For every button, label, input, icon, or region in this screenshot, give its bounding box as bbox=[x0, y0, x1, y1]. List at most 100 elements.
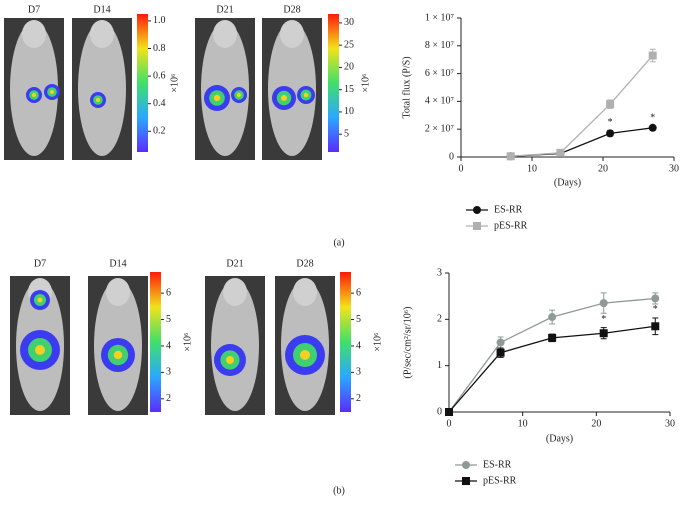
colorbar-tick-label: 5 bbox=[166, 314, 171, 325]
mouse-head bbox=[213, 20, 237, 48]
legend-label: ES-RR bbox=[494, 204, 523, 215]
y-axis-label: Total flux (P/S) bbox=[401, 56, 412, 118]
colorbar bbox=[150, 272, 161, 412]
image-label: D14 bbox=[93, 4, 110, 15]
x-axis-label: (Days) bbox=[546, 433, 573, 444]
colorbar-tick-label: 20 bbox=[344, 62, 354, 73]
colorbar-tick-label: 0.8 bbox=[153, 43, 166, 54]
x-tick-label: 0 bbox=[447, 418, 452, 429]
image-label: D28 bbox=[283, 4, 300, 15]
marker bbox=[651, 322, 660, 331]
colorbar-tick-label: 4 bbox=[356, 340, 361, 351]
marker bbox=[462, 461, 470, 469]
signal bbox=[303, 92, 309, 98]
y-tick-label: 2 × 10⁷ bbox=[425, 123, 455, 134]
colorbar-tick-label: 3 bbox=[356, 367, 361, 378]
colorbar-unit: ×10⁶ bbox=[372, 332, 383, 352]
colorbar-tick-label: 30 bbox=[344, 17, 354, 28]
signal bbox=[32, 93, 36, 97]
mouse-body bbox=[268, 22, 316, 156]
x-axis-label: (Days) bbox=[554, 177, 581, 188]
y-tick-label: 8 × 10⁷ bbox=[425, 40, 455, 51]
axis bbox=[460, 18, 674, 158]
y-tick-label: 0 bbox=[449, 151, 454, 162]
mouse-head bbox=[293, 278, 317, 306]
image-label: D7 bbox=[34, 258, 46, 269]
mouse-body bbox=[78, 22, 126, 156]
y-tick-label: 1 × 10⁷ bbox=[425, 12, 455, 23]
mouse-head bbox=[22, 20, 46, 48]
image-label: D21 bbox=[216, 4, 233, 15]
signal bbox=[96, 98, 100, 102]
colorbar-tick-label: 2 bbox=[166, 393, 171, 404]
colorbar-tick-label: 3 bbox=[166, 367, 171, 378]
marker bbox=[599, 299, 608, 308]
legend-label: ES-RR bbox=[483, 459, 512, 470]
marker bbox=[496, 348, 505, 357]
colorbar-tick-label: 25 bbox=[344, 39, 354, 50]
x-tick-label: 10 bbox=[527, 163, 537, 174]
panel-label: (a) bbox=[333, 237, 344, 248]
marker bbox=[506, 152, 515, 161]
series-line bbox=[510, 55, 654, 157]
marker bbox=[462, 477, 470, 485]
x-tick-label: 20 bbox=[591, 418, 601, 429]
colorbar-tick-label: 15 bbox=[344, 84, 354, 95]
image-label: D14 bbox=[109, 258, 126, 269]
y-tick-label: 6 × 10⁷ bbox=[425, 68, 455, 79]
colorbar bbox=[340, 272, 351, 412]
signal bbox=[113, 350, 123, 360]
signal bbox=[50, 90, 54, 94]
y-tick-label: 1 bbox=[437, 360, 442, 371]
colorbar-tick-label: 0.6 bbox=[153, 70, 166, 81]
x-tick-label: 10 bbox=[518, 418, 528, 429]
colorbar-tick-label: 4 bbox=[166, 340, 171, 351]
y-tick-label: 3 bbox=[437, 267, 442, 278]
signal bbox=[226, 356, 234, 364]
y-tick-label: 2 bbox=[437, 314, 442, 325]
colorbar-unit: ×10⁶ bbox=[182, 332, 193, 352]
colorbar bbox=[137, 14, 148, 152]
marker bbox=[473, 206, 481, 214]
signal bbox=[35, 345, 45, 355]
signal bbox=[281, 95, 287, 101]
marker bbox=[599, 329, 608, 338]
colorbar-tick-label: 5 bbox=[356, 314, 361, 325]
colorbar-unit: ×10⁶ bbox=[360, 73, 371, 93]
signal bbox=[37, 297, 43, 303]
marker bbox=[648, 123, 657, 132]
y-axis-label: (P/sec/cm²/sr/10⁶) bbox=[402, 306, 413, 378]
colorbar-tick-label: 0.4 bbox=[153, 98, 166, 109]
marker bbox=[606, 129, 615, 138]
colorbar-tick-label: 10 bbox=[344, 106, 354, 117]
marker bbox=[651, 294, 660, 303]
mouse-head bbox=[223, 278, 247, 306]
y-tick-label: 4 × 10⁷ bbox=[425, 96, 455, 107]
annotation: * bbox=[650, 113, 655, 124]
annotation: * bbox=[608, 117, 613, 128]
mouse-head bbox=[106, 278, 130, 306]
y-tick-label: 0 bbox=[437, 406, 442, 417]
x-tick-label: 30 bbox=[669, 163, 679, 174]
marker bbox=[548, 333, 557, 342]
x-tick-label: 20 bbox=[598, 163, 608, 174]
mouse-head bbox=[90, 20, 114, 48]
marker bbox=[606, 100, 615, 109]
colorbar-tick-label: 0.2 bbox=[153, 126, 166, 137]
signal bbox=[213, 94, 221, 102]
mouse-head bbox=[280, 20, 304, 48]
annotation: * bbox=[653, 304, 658, 315]
marker bbox=[548, 313, 557, 322]
marker bbox=[556, 148, 565, 157]
colorbar-tick-label: 2 bbox=[356, 393, 361, 404]
colorbar-tick-label: 6 bbox=[166, 287, 171, 298]
colorbar bbox=[328, 14, 339, 152]
legend-label: pES-RR bbox=[494, 220, 528, 231]
axis bbox=[448, 273, 670, 413]
colorbar-tick-label: 1.0 bbox=[153, 15, 166, 26]
colorbar-tick-label: 5 bbox=[344, 128, 349, 139]
x-tick-label: 30 bbox=[665, 418, 675, 429]
panel-label: (b) bbox=[333, 485, 345, 496]
signal bbox=[237, 93, 241, 97]
